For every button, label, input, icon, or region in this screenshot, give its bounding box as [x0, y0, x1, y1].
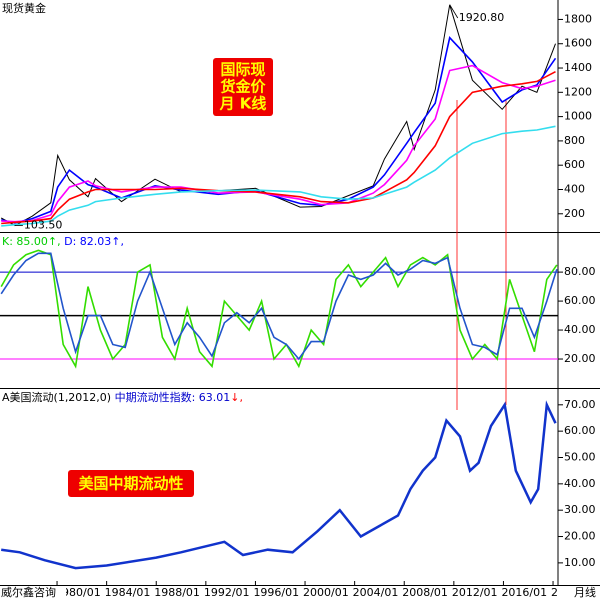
- x-tick-label: 1996/01: [253, 586, 299, 599]
- x-tick-label: 2012/01: [452, 586, 498, 599]
- series-line: [1, 125, 556, 227]
- y-tick-label: 800: [564, 134, 585, 147]
- annotation: 103.50: [24, 219, 63, 232]
- y-tick-label: 40.00: [564, 323, 596, 336]
- header-part: D: 82.03↑,: [61, 235, 124, 248]
- x-tick-label: 2008/01: [402, 586, 448, 599]
- y-tick-label: 80.00: [564, 265, 596, 278]
- footer-left: 威尔鑫咨询: [1, 585, 56, 599]
- y-tick-label: 1800: [564, 12, 592, 25]
- annotation-leader: [449, 4, 459, 19]
- y-tick-label: 1000: [564, 110, 592, 123]
- y-tick-label: 20.00: [564, 352, 596, 365]
- note-text: 国际现: [220, 61, 265, 79]
- chart-title: 现货黄金: [2, 1, 46, 15]
- series-line: [1, 36, 557, 224]
- y-tick-label: 20.00: [564, 530, 596, 543]
- x-tick-label: 2016/01: [501, 586, 547, 599]
- panel-header: A美国流动(1,2012,0) 中期流动性指数: 63.01↓,: [2, 390, 243, 404]
- series-line: [1, 400, 557, 570]
- series-line: [1, 70, 556, 225]
- x-tick-label: 1980/01: [55, 586, 101, 599]
- y-tick-label: 60.00: [564, 424, 596, 437]
- header-part: ↓,: [230, 391, 243, 404]
- footer-right: 月线: [574, 585, 596, 599]
- series-line: [0, 252, 558, 361]
- annotation: 1920.80: [459, 11, 505, 24]
- y-tick-label: 600: [564, 158, 585, 171]
- x-tick-label: 1984/01: [105, 586, 151, 599]
- y-tick-label: 40.00: [564, 477, 596, 490]
- footer-bg: [0, 586, 66, 600]
- y-tick-label: 70.00: [564, 398, 596, 411]
- y-tick-label: 400: [564, 182, 585, 195]
- header-part: A美国流动(1,2012,0): [2, 390, 111, 404]
- y-tick-label: 1600: [564, 37, 592, 50]
- note-box: [213, 58, 273, 116]
- y-tick-label: 50.00: [564, 450, 596, 463]
- y-tick-label: 1200: [564, 85, 592, 98]
- series-line: [0, 4, 556, 227]
- y-tick-label: 200: [564, 207, 585, 220]
- x-tick-label: 2004/01: [353, 586, 399, 599]
- note-text: 月 K线: [219, 95, 267, 113]
- y-tick-label: 1400: [564, 61, 592, 74]
- note-text: 美国中期流动性: [78, 475, 183, 493]
- header-part: 中期流动性指数: 63.01: [111, 390, 230, 404]
- panel-header: K: 85.00↑, D: 82.03↑,: [2, 235, 124, 248]
- series-line: [0, 249, 558, 369]
- series-line: [1, 64, 556, 223]
- note-text: 货金价: [220, 78, 266, 96]
- y-tick-label: 30.00: [564, 503, 596, 516]
- header-part: K: 85.00↑,: [2, 235, 61, 248]
- x-tick-label: 1988/01: [154, 586, 200, 599]
- y-tick-label: 60.00: [564, 294, 596, 307]
- x-tick-label: 2: [551, 586, 558, 599]
- y-tick-label: 10.00: [564, 556, 596, 569]
- x-tick-label: 2000/01: [303, 586, 349, 599]
- note-box: [68, 470, 194, 497]
- x-tick-label: 1992/01: [204, 586, 250, 599]
